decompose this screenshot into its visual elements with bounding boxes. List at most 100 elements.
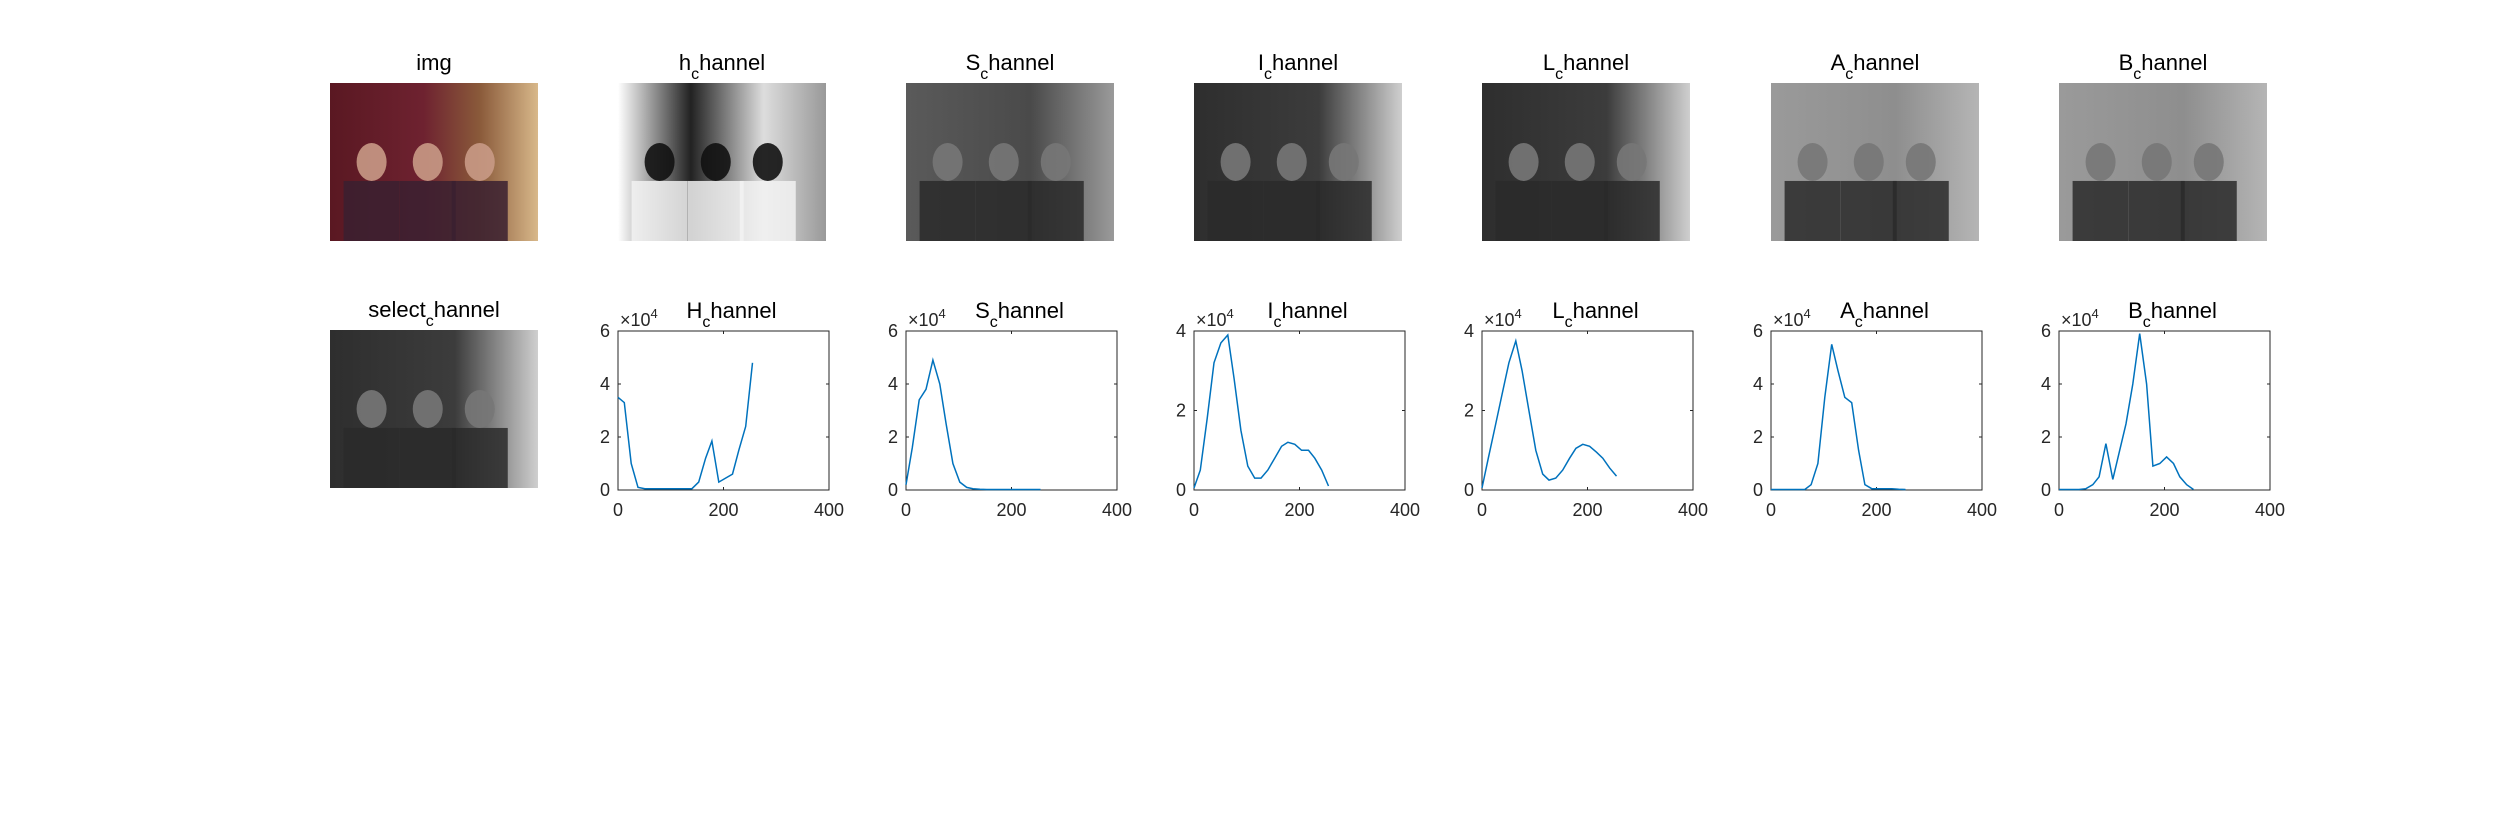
image-panel-3-person-face [1276,143,1307,181]
chart-0-title: Hchannel [687,298,777,331]
chart-2-ytick-label: 2 [1176,401,1186,421]
chart-0-ytick-label: 6 [600,321,610,341]
chart-3-ytick-label: 0 [1464,480,1474,500]
image-panel-3-person-body [1207,180,1264,241]
chart-5-ytick-label: 4 [2041,374,2051,394]
image-panel-select-person-body [451,427,508,488]
image-panel-4-person-face [1616,143,1647,181]
image-panel-3-person-face [1328,143,1359,181]
chart-1-ytick-label: 6 [888,321,898,341]
image-panel-2-person-face [1040,143,1071,181]
chart-1-xtick-label: 0 [901,500,911,520]
chart-1-ytick-label: 4 [888,374,898,394]
chart-4-xtick-label: 0 [1766,500,1776,520]
chart-2-title: Ichannel [1267,298,1347,331]
chart-4-exponent-label: ×104 [1773,306,1811,330]
chart-2-xtick-label: 0 [1189,500,1199,520]
chart-1-title: Schannel [975,298,1064,331]
image-panel-4-person-body [1551,180,1608,241]
image-panel-5-title: Achannel [1831,50,1920,83]
image-panel-select-title: selectchannel [368,297,500,330]
chart-1-series-line [905,357,1041,491]
chart-4-ytick-label: 0 [1753,480,1763,500]
chart-2-exponent-label: ×104 [1196,306,1234,330]
image-panel-3-person-body [1263,180,1320,241]
chart-3-exponent-label: ×104 [1484,306,1522,330]
chart-3-ytick-label: 2 [1464,401,1474,421]
chart-1-exponent-label: ×104 [908,306,946,330]
image-panel-3-title: Ichannel [1258,50,1338,83]
chart-0-axes-box [617,330,830,491]
image-panel-2-title: Schannel [966,50,1055,83]
image-panel-6-person-face [2141,143,2172,181]
chart-5-ytick-label: 6 [2041,321,2051,341]
image-panel-2-person-body [1027,180,1084,241]
image-panel-5-person-face [1853,143,1884,181]
image-panel-3-person-face [1220,143,1251,181]
image-panel-2-person-face [988,143,1019,181]
chart-1-ytick-label: 2 [888,427,898,447]
chart-4-ytick-label: 6 [1753,321,1763,341]
chart-0-exponent-label: ×104 [620,306,658,330]
chart-1-xtick-label: 200 [996,500,1026,520]
chart-4-series-line [1771,344,1906,491]
chart-5-series-line [2059,333,2194,491]
image-panel-1-person-body [739,180,796,241]
image-panel-2-person-body [919,180,976,241]
chart-5-axes-box [2058,330,2271,491]
chart-1-ytick-label: 0 [888,480,898,500]
image-panel-3-person-body [1315,180,1372,241]
image-panel-4-person-face [1564,143,1595,181]
chart-0-series-line [617,362,754,490]
chart-5-xtick-label: 200 [2149,500,2179,520]
image-panel-5-person-body [1892,180,1949,241]
chart-1-xtick-label: 400 [1102,500,1132,520]
chart-3-xtick-label: 200 [1572,500,1602,520]
chart-0-xtick-label: 200 [708,500,738,520]
image-panel-5-person-face [1905,143,1936,181]
chart-3-axes-box [1481,330,1694,491]
image-panel-0-person-body [451,180,508,241]
chart-3-ytick-label: 4 [1464,321,1474,341]
chart-0-ytick-label: 2 [600,427,610,447]
chart-3-xtick-label: 0 [1477,500,1487,520]
image-panel-0-title: img [416,50,451,75]
image-panel-6-person-face [2085,143,2116,181]
chart-4-xtick-label: 200 [1861,500,1891,520]
chart-4-ytick-label: 2 [1753,427,1763,447]
chart-4-axes-box [1770,330,1983,491]
image-panel-2-person-body [975,180,1032,241]
image-panel-6-person-body [2180,180,2237,241]
chart-2-ytick-label: 0 [1176,480,1186,500]
chart-3-title: Lchannel [1552,298,1638,331]
chart-0-ytick-label: 4 [600,374,610,394]
image-panel-1-person-face [752,143,783,181]
chart-2-series-line [1193,333,1330,489]
image-panel-1-person-body [687,180,744,241]
image-panel-select-person-body [399,427,456,488]
chart-4-title: Achannel [1840,298,1929,331]
image-panel-6-title: Bchannel [2119,50,2208,83]
chart-0-xtick-label: 0 [613,500,623,520]
image-panel-5-person-body [1840,180,1897,241]
image-panel-5-person-body [1784,180,1841,241]
chart-0-xtick-label: 400 [814,500,844,520]
chart-3-xtick-label: 400 [1678,500,1708,520]
chart-2-xtick-label: 400 [1390,500,1420,520]
chart-5-exponent-label: ×104 [2061,306,2099,330]
chart-5-xtick-label: 0 [2054,500,2064,520]
image-panel-0-person-face [464,143,495,181]
chart-2-xtick-label: 200 [1284,500,1314,520]
image-panel-6-person-body [2128,180,2185,241]
image-panel-6-person-body [2072,180,2129,241]
image-panel-5-person-face [1797,143,1828,181]
chart-2-ytick-label: 4 [1176,321,1186,341]
image-panel-1-person-face [644,143,675,181]
image-panel-0-person-body [343,180,400,241]
image-panel-0-person-face [412,143,443,181]
image-panel-select-person-face [412,390,443,428]
chart-5-xtick-label: 400 [2255,500,2285,520]
image-panel-1-person-body [631,180,688,241]
image-panel-4-person-body [1603,180,1660,241]
